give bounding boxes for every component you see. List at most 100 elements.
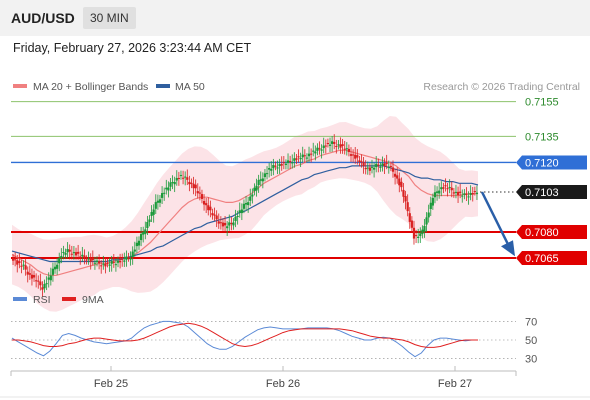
candle-body — [293, 158, 296, 161]
candle-body — [205, 203, 208, 206]
candle-body — [16, 260, 19, 265]
candle-body — [28, 273, 31, 275]
candle-body — [446, 188, 449, 190]
rsi-tick-70: 70 — [525, 316, 537, 328]
candle-body — [100, 265, 103, 267]
candle-body — [95, 260, 99, 263]
candle-body — [438, 190, 441, 194]
candle-body — [421, 229, 424, 235]
candle-body — [257, 180, 260, 186]
level-tag-0.7080 — [516, 224, 587, 239]
candle-body — [127, 257, 130, 259]
candle-body — [249, 196, 252, 201]
candle-body — [37, 280, 40, 282]
candle-body — [146, 222, 149, 229]
candle-body — [244, 203, 248, 205]
candle-body — [291, 162, 294, 164]
candle-body — [18, 261, 21, 264]
candle-body — [263, 173, 267, 178]
candle-body — [110, 261, 113, 264]
candle-body — [211, 213, 214, 216]
candle-body — [412, 227, 416, 239]
candle-body — [156, 200, 159, 203]
candle-body — [465, 194, 468, 196]
candle-body — [459, 191, 462, 193]
candle-body — [152, 209, 155, 215]
candle-body — [289, 161, 292, 163]
candle-body — [305, 157, 309, 159]
candle-body — [391, 167, 395, 172]
candle-body — [322, 145, 325, 149]
ma20-legend-swatch — [13, 84, 27, 88]
candle-body — [219, 222, 222, 224]
candle-body — [259, 179, 262, 181]
candle-body — [297, 156, 300, 158]
candle-body — [431, 197, 434, 206]
candle-body — [213, 214, 216, 216]
candle-body — [335, 146, 338, 148]
candle-body — [370, 166, 374, 168]
candle-body — [102, 263, 105, 265]
candle-body — [236, 215, 239, 217]
timeframe-badge[interactable]: 30 MIN — [83, 7, 136, 29]
candle-body — [14, 259, 17, 261]
candle-body — [261, 178, 264, 182]
candle-body — [173, 181, 176, 185]
candle-body — [144, 229, 147, 235]
candle-body — [286, 160, 290, 164]
candle-body — [324, 145, 327, 147]
candle-body — [331, 141, 334, 144]
candle-body — [316, 147, 319, 151]
candle-body — [53, 266, 57, 270]
forecast-arrow — [480, 191, 515, 257]
rsi-tick-30: 30 — [525, 354, 537, 366]
level-label-0.7080: 0.7080 — [525, 227, 559, 239]
candle-body — [238, 210, 241, 213]
candle-body — [389, 165, 392, 167]
candle-body — [47, 277, 50, 280]
candle-body — [318, 148, 321, 150]
candle-body — [223, 222, 227, 226]
candle-body — [307, 153, 311, 157]
candle-body — [429, 202, 432, 210]
candle-body — [343, 148, 346, 150]
candle-body — [425, 217, 428, 225]
timestamp: Friday, February 27, 2026 3:23:44 AM CET — [13, 41, 252, 55]
candle-body — [396, 175, 399, 179]
candle-body — [328, 144, 332, 146]
candle-body — [278, 164, 281, 167]
candle-body — [51, 268, 55, 275]
ma9-legend-label: 9MA — [82, 294, 104, 306]
candle-body — [408, 213, 411, 222]
candle-body — [30, 274, 34, 279]
candle-body — [272, 165, 275, 169]
candle-body — [68, 249, 71, 252]
level-label-0.7120: 0.7120 — [525, 157, 559, 169]
candle-body — [406, 202, 409, 212]
candle-body — [93, 262, 97, 264]
candle-body — [11, 258, 15, 261]
candle-body — [310, 153, 313, 155]
candle-body — [114, 264, 118, 266]
candle-body — [320, 149, 323, 151]
candle-body — [119, 260, 122, 263]
candle-body — [22, 264, 25, 266]
candle-body — [232, 222, 235, 226]
candle-body — [175, 177, 178, 181]
candle-body — [274, 165, 277, 167]
candle-body — [56, 264, 59, 269]
candle-body — [190, 182, 193, 184]
candle-body — [352, 154, 355, 156]
candle-body — [345, 148, 348, 150]
candle-body — [77, 251, 80, 254]
ma20-line — [11, 149, 478, 276]
candle-body — [341, 144, 344, 147]
candle-body — [198, 192, 201, 194]
rsi-ma9-line — [12, 322, 478, 348]
level-label-0.7103: 0.7103 — [525, 187, 559, 199]
candle-body — [129, 258, 132, 260]
candle-body — [217, 221, 220, 224]
candle-body — [209, 206, 212, 211]
candle-body — [419, 233, 422, 237]
candle-body — [89, 258, 92, 262]
